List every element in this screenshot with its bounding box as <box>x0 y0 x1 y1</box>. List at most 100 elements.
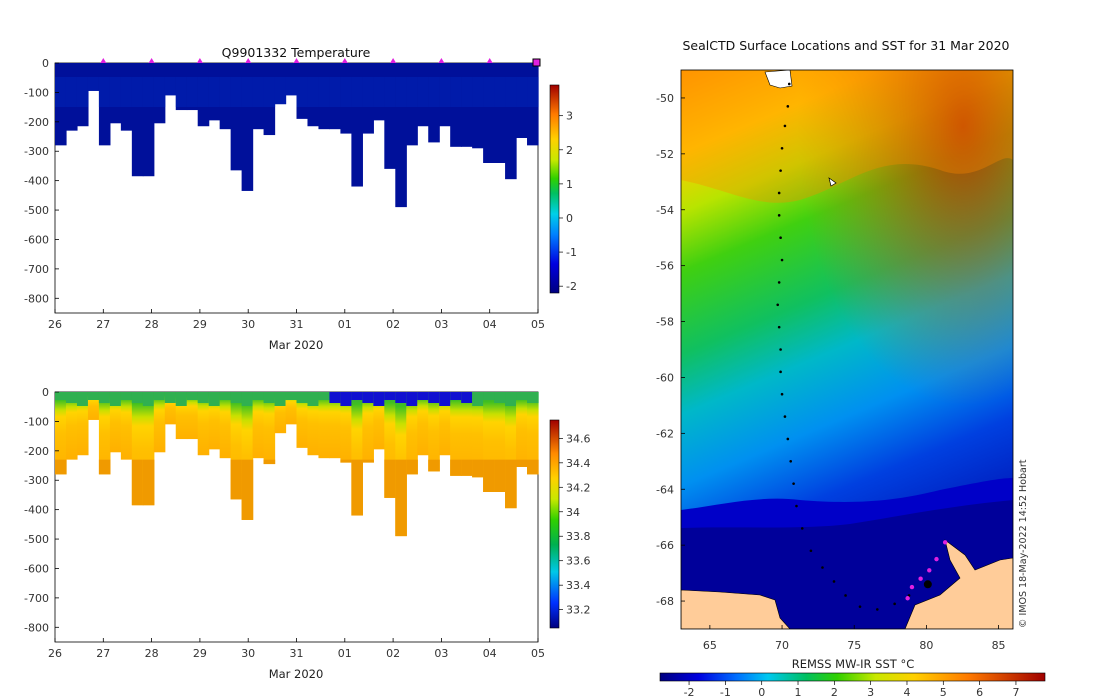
salinity-surface-layer <box>109 392 122 406</box>
temperature-profile-upper <box>109 77 122 107</box>
temperature-profile-upper <box>384 77 396 107</box>
salinity-profile-column <box>384 392 396 498</box>
temperature-profile-column <box>494 63 506 163</box>
map-y-tick-label: -60 <box>656 371 674 384</box>
salinity-profile-deep <box>241 459 254 520</box>
sst-colorbar-tick-label: 3 <box>867 686 874 699</box>
temperature-y-ticks: 0 -100 -200 -300 -400 -500 -600 -700 -800 <box>24 57 59 305</box>
salinity-profile-deep <box>340 459 352 463</box>
y-tick-label: -100 <box>24 415 49 428</box>
temperature-profiles <box>55 63 539 208</box>
y-tick-label: -100 <box>24 86 49 99</box>
temperature-profile-column <box>241 63 254 191</box>
track-point <box>844 594 847 597</box>
salinity-profiles <box>55 392 539 537</box>
salinity-profile-deep <box>494 459 506 492</box>
salinity-profile-deep <box>395 459 407 537</box>
sst-colorbar-tick-label: -2 <box>684 686 695 699</box>
map-y-tick-label: -64 <box>656 483 674 496</box>
map-y-ticks: -50 -52 -54 -56 -58 -60 -62 -64 -66 -68 <box>656 92 685 608</box>
track-point <box>809 549 813 553</box>
track-point <box>777 214 781 217</box>
track-point <box>786 105 790 108</box>
salinity-profile-column <box>263 392 276 465</box>
salinity-surface-layer <box>472 392 484 406</box>
y-tick-label: -400 <box>24 175 49 188</box>
profile-marker <box>293 58 300 63</box>
temperature-title: Q9901332 Temperature <box>222 45 371 60</box>
map-x-tick-label: 65 <box>703 639 717 652</box>
salinity-xlabel: Mar 2020 <box>269 667 324 681</box>
temperature-profile-upper <box>87 77 100 91</box>
temperature-profile-upper <box>417 77 429 107</box>
salinity-colorbar-tick-label: 34 <box>566 506 580 519</box>
salinity-profile-column <box>65 392 78 460</box>
seal-track <box>776 82 948 611</box>
temperature-profile-upper <box>131 77 144 107</box>
recent-track-point <box>927 568 932 573</box>
salinity-profile-deep <box>55 459 67 475</box>
salinity-surface-layer <box>252 392 265 400</box>
temperature-profile-upper <box>351 77 363 107</box>
map-colorbar-label: REMSS MW-IR SST °C <box>792 657 915 671</box>
salinity-surface-layer <box>153 392 166 400</box>
track-point <box>787 82 791 86</box>
track-point <box>795 504 798 508</box>
salinity-surface-layer <box>406 392 418 406</box>
salinity-profile-column <box>219 392 232 459</box>
salinity-surface-layer <box>98 392 111 403</box>
salinity-colorbar-tick-label: 33.8 <box>566 530 591 543</box>
temperature-profile-upper <box>76 77 89 107</box>
recent-track-point <box>934 556 939 562</box>
salinity-surface-layer <box>65 392 78 403</box>
salinity-surface-layer <box>263 392 276 403</box>
track-point <box>858 605 862 608</box>
temperature-xlabel: Mar 2020 <box>269 338 324 352</box>
y-tick-label: -200 <box>24 116 49 129</box>
temperature-profile-column <box>483 63 495 163</box>
sst-colorbar-tick-label: 2 <box>831 686 838 699</box>
track-point <box>786 437 790 441</box>
x-tick-label: 31 <box>290 318 304 331</box>
salinity-profile-column <box>351 392 363 516</box>
x-tick-label: 02 <box>386 318 400 331</box>
salinity-surface-layer <box>384 392 396 400</box>
track-point <box>792 482 795 485</box>
salinity-colorbar-tick-label: 34.6 <box>566 432 591 445</box>
salinity-surface-layer <box>428 392 440 403</box>
temperature-profile-column <box>142 63 155 177</box>
track-point <box>783 415 787 418</box>
map-y-tick-label: -56 <box>656 260 674 273</box>
x-tick-label: 26 <box>48 318 62 331</box>
x-tick-label: 28 <box>145 647 159 660</box>
salinity-profile-column <box>76 392 89 456</box>
y-tick-label: -700 <box>24 263 49 276</box>
x-tick-label: 30 <box>241 647 255 660</box>
track-point <box>800 527 804 530</box>
salinity-surface-layer <box>142 392 155 406</box>
temperature-colorbar-tick-label: 2 <box>566 144 573 157</box>
track-point <box>780 392 784 396</box>
track-point <box>779 348 782 351</box>
salinity-profile-column <box>483 392 495 492</box>
salinity-profile-column <box>252 392 265 459</box>
x-tick-label: 02 <box>386 647 400 660</box>
temperature-colorbar-tick-label: -2 <box>566 280 577 293</box>
salinity-profile-deep <box>483 459 495 492</box>
track-point <box>876 608 879 611</box>
salinity-profile-deep <box>406 459 418 475</box>
salinity-profile-column <box>120 392 133 460</box>
temperature-profile-upper <box>296 77 309 107</box>
salinity-colorbar-tick-label: 33.4 <box>566 579 591 592</box>
profile-marker <box>100 58 107 63</box>
salinity-surface-layer <box>274 392 287 406</box>
sst-colorbar-tick-label: 4 <box>903 686 910 699</box>
salinity-profile-column <box>340 392 352 463</box>
profile-marker <box>390 58 397 63</box>
y-tick-label: -600 <box>24 233 49 246</box>
profile-marker <box>148 58 155 63</box>
salinity-surface-layer <box>186 392 199 400</box>
temperature-profile-upper <box>142 77 155 107</box>
salinity-colorbar-tick-label: 33.6 <box>566 555 591 568</box>
salinity-surface-layer <box>307 392 320 406</box>
